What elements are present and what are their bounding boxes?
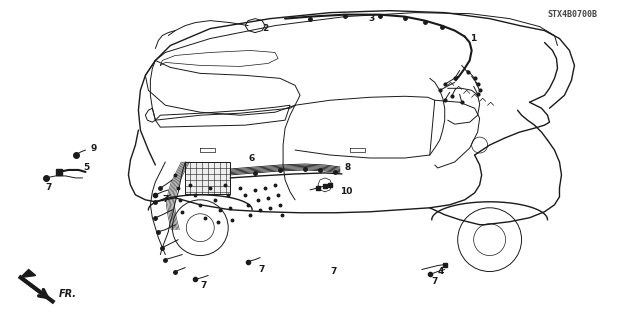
FancyBboxPatch shape (186, 162, 230, 194)
Text: 3: 3 (368, 14, 374, 23)
Text: STX4B0700B: STX4B0700B (547, 11, 597, 19)
Text: 8: 8 (345, 163, 351, 173)
Text: FR.: FR. (59, 289, 77, 300)
Text: 7: 7 (200, 281, 207, 290)
Text: 7: 7 (163, 195, 169, 204)
Text: 9: 9 (90, 144, 97, 152)
Text: 10: 10 (340, 187, 353, 197)
Text: 4: 4 (438, 267, 444, 276)
Text: 6: 6 (248, 153, 255, 162)
Text: 7: 7 (330, 267, 337, 276)
Polygon shape (20, 270, 36, 278)
Text: 7: 7 (45, 183, 52, 192)
Text: 7: 7 (432, 277, 438, 286)
Text: 5: 5 (83, 163, 90, 173)
Text: 2: 2 (262, 24, 268, 33)
Text: 7: 7 (258, 265, 264, 274)
Text: 1: 1 (470, 34, 476, 43)
